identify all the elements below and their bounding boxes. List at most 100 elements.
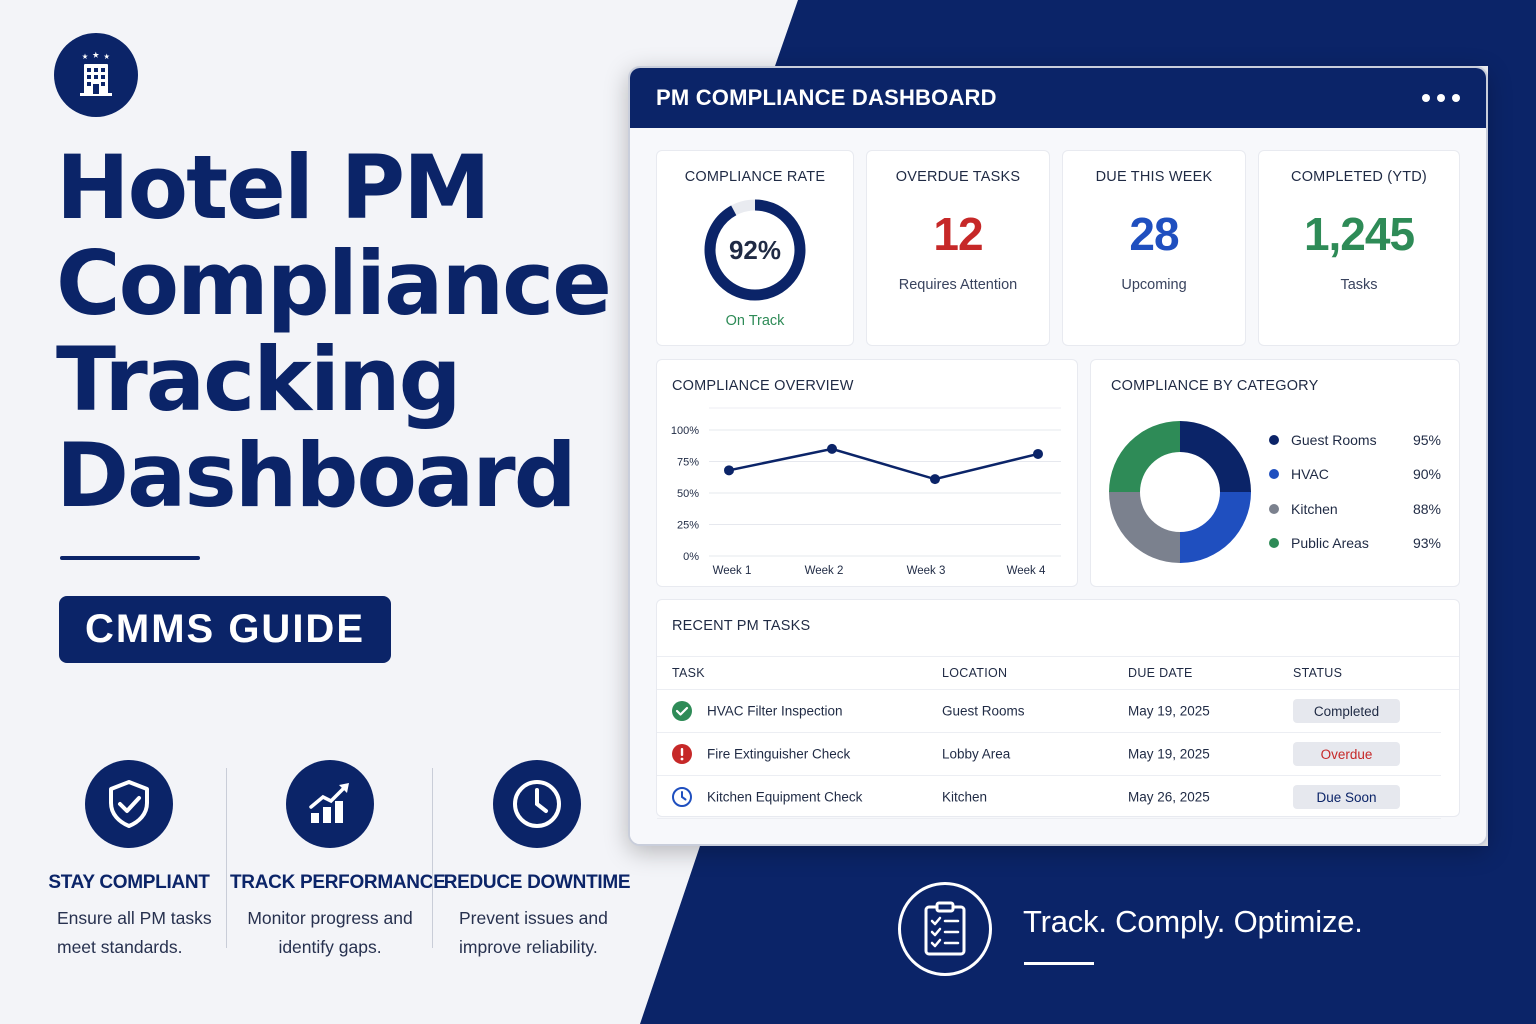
- y-tick-label: 50%: [677, 488, 699, 500]
- y-tick-label: 100%: [671, 425, 699, 437]
- category-donut-chart: [1109, 421, 1251, 563]
- task-location: Guest Rooms: [942, 703, 1025, 719]
- feature-icon-circle: [85, 760, 173, 848]
- legend-name: Guest Rooms: [1291, 432, 1377, 448]
- recent-tasks-panel: RECENT PM TASKS TASK LOCATION DUE DATE S…: [656, 599, 1460, 819]
- tagline-underline: [1024, 962, 1094, 965]
- feature-icon-circle: [286, 760, 374, 848]
- kpi-value: 1,245: [1303, 208, 1415, 260]
- header-task[interactable]: TASK: [672, 666, 705, 680]
- task-due-date: May 19, 2025: [1128, 703, 1210, 719]
- legend-name: Kitchen: [1291, 501, 1338, 517]
- legend-dot: [1269, 469, 1279, 479]
- shield-check-icon: [109, 780, 149, 828]
- feature-divider: [226, 768, 227, 948]
- legend-name: Public Areas: [1291, 535, 1369, 551]
- feature-title: TRACK PERFORMANCE: [230, 872, 446, 893]
- header-due-date[interactable]: DUE DATE: [1128, 666, 1193, 680]
- x-tick-label: Week 3: [907, 565, 946, 577]
- y-tick-label: 0%: [683, 551, 699, 563]
- cmms-guide-badge: CMMS GUIDE: [59, 596, 391, 663]
- task-due-date: May 26, 2025: [1128, 789, 1210, 805]
- table-row[interactable]: Kitchen Equipment Check Kitchen May 26, …: [657, 776, 1441, 819]
- legend-name: HVAC: [1291, 466, 1329, 482]
- kpi-completed-ytd[interactable]: COMPLETED (YTD) 1,245 Tasks: [1258, 150, 1460, 346]
- task-due-date: May 19, 2025: [1128, 746, 1210, 762]
- compliance-donut: [704, 199, 806, 301]
- kpi-label: OVERDUE TASKS: [895, 169, 1021, 185]
- donut-slice[interactable]: [1180, 421, 1251, 492]
- table-row[interactable]: Fire Extinguisher Check Lobby Area May 1…: [657, 733, 1441, 776]
- donut-slice[interactable]: [1109, 492, 1180, 563]
- task-location: Kitchen: [942, 789, 988, 805]
- status-badge: Completed: [1293, 699, 1400, 723]
- kpi-label: COMPLIANCE RATE: [684, 169, 826, 185]
- feature-divider: [432, 768, 433, 948]
- clipboard-badge: [898, 882, 992, 976]
- x-tick-label: Week 1: [713, 565, 752, 577]
- tagline-text: Track. Comply. Optimize.: [1023, 904, 1363, 939]
- hero-title-line: Hotel PM: [56, 136, 491, 239]
- feature-stay-compliant: STAY COMPLIANT Ensure all PM tasks meet …: [29, 760, 229, 962]
- kpi-compliance-rate[interactable]: COMPLIANCE RATE 92% On Track: [656, 150, 854, 346]
- compliance-category-panel: COMPLIANCE BY CATEGORY Guest Rooms 95% H…: [1090, 359, 1460, 587]
- legend-kitchen: Kitchen 88%: [1269, 501, 1441, 517]
- data-point[interactable]: [827, 443, 837, 454]
- kpi-sub: Upcoming: [1121, 277, 1187, 293]
- donut-slice[interactable]: [1180, 492, 1251, 563]
- legend-guest-rooms: Guest Rooms 95%: [1269, 432, 1441, 448]
- task-name: HVAC Filter Inspection: [707, 703, 843, 719]
- compliance-arc: [704, 199, 806, 301]
- hero-divider: [60, 556, 200, 560]
- y-tick-label: 25%: [677, 520, 699, 532]
- data-point[interactable]: [1033, 448, 1043, 459]
- legend-value: 90%: [1412, 466, 1441, 482]
- kpi-due-this-week[interactable]: DUE THIS WEEK 28 Upcoming: [1062, 150, 1246, 346]
- header-status[interactable]: STATUS: [1293, 666, 1343, 680]
- feature-desc: Prevent issues and improve reliability.: [437, 904, 637, 962]
- legend-hvac: HVAC 90%: [1269, 466, 1441, 482]
- hotel-logo: [54, 33, 138, 117]
- legend-value: 88%: [1412, 501, 1441, 517]
- kpi-sub: Requires Attention: [898, 277, 1018, 293]
- feature-desc: Monitor progress and identify gaps.: [230, 904, 430, 962]
- hero-title: Hotel PM Compliance Tracking Dashboard: [56, 140, 616, 524]
- kpi-value: 28: [1129, 208, 1179, 260]
- hotel-building-icon: [80, 51, 112, 96]
- kpi-overdue-tasks[interactable]: OVERDUE TASKS 12 Requires Attention: [866, 150, 1050, 346]
- kpi-label: COMPLETED (YTD): [1291, 169, 1427, 185]
- donut-slice[interactable]: [1109, 421, 1180, 492]
- feature-desc-line: Monitor progress and: [247, 908, 413, 928]
- x-tick-label: Week 4: [1007, 565, 1046, 577]
- dashboard-window: PM COMPLIANCE DASHBOARD COMPLIANCE RATE …: [628, 66, 1488, 846]
- compliance-gauge: 92%: [700, 195, 810, 305]
- clock-icon: [513, 780, 561, 828]
- legend-value: 95%: [1412, 432, 1441, 448]
- feature-desc: Ensure all PM tasks meet standards.: [29, 904, 229, 962]
- compliance-value: 92%: [728, 234, 782, 265]
- table-header: TASK LOCATION DUE DATE STATUS: [657, 656, 1459, 690]
- check-circle-icon: [672, 701, 692, 721]
- header-location[interactable]: LOCATION: [942, 666, 1008, 680]
- panel-title: COMPLIANCE BY CATEGORY: [1111, 378, 1319, 394]
- dashboard-body: COMPLIANCE RATE 92% On Track OVERDUE TAS…: [630, 128, 1486, 844]
- feature-title: REDUCE DOWNTIME: [443, 872, 631, 893]
- table-row[interactable]: HVAC Filter Inspection Guest Rooms May 1…: [657, 690, 1441, 733]
- feature-desc-line: Ensure all PM tasks: [57, 908, 212, 928]
- feature-desc-line: identify gaps.: [278, 937, 382, 957]
- kpi-sub: Tasks: [1340, 277, 1378, 293]
- feature-desc-line: Prevent issues and: [459, 908, 608, 928]
- dashboard-header: PM COMPLIANCE DASHBOARD: [630, 68, 1486, 128]
- panel-title: COMPLIANCE OVERVIEW: [672, 378, 854, 394]
- legend-public-areas: Public Areas 93%: [1269, 535, 1441, 551]
- compliance-overview-panel: COMPLIANCE OVERVIEW 0% 25% 50% 75% 100% Week …: [656, 359, 1078, 587]
- clock-outline-icon: [672, 787, 692, 807]
- kpi-sub: On Track: [725, 313, 785, 329]
- task-name: Kitchen Equipment Check: [707, 789, 863, 805]
- x-tick-label: Week 2: [805, 565, 844, 577]
- more-dots-icon[interactable]: [1422, 94, 1460, 102]
- data-point[interactable]: [930, 474, 940, 485]
- data-point[interactable]: [724, 465, 734, 476]
- status-badge: Due Soon: [1293, 785, 1400, 809]
